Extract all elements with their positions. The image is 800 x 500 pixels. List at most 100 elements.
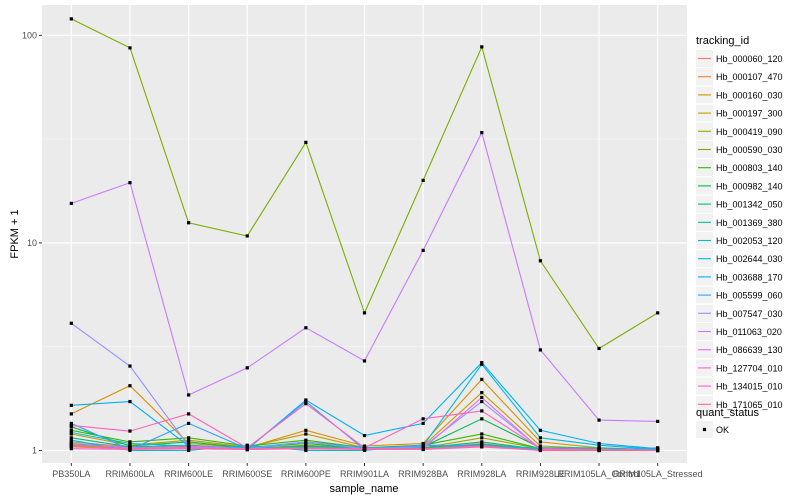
data-point xyxy=(304,402,308,406)
legend-label: Hb_000419_090 xyxy=(716,127,783,137)
data-point xyxy=(538,440,543,444)
x-tick-label: RRIM600LE xyxy=(164,469,213,479)
data-point xyxy=(480,409,484,413)
data-point xyxy=(304,326,308,330)
data-point xyxy=(597,346,601,351)
data-point xyxy=(186,440,191,444)
data-point xyxy=(128,46,132,50)
data-point xyxy=(69,442,73,446)
data-point xyxy=(480,399,484,404)
data-point xyxy=(186,412,191,416)
legend-label: Hb_000982_140 xyxy=(716,181,783,191)
legend-label: Hb_001369_380 xyxy=(716,218,783,228)
legend-label: Hb_000160_030 xyxy=(716,90,783,100)
data-point xyxy=(538,348,543,352)
data-point xyxy=(245,446,249,450)
shape-legend-point xyxy=(702,427,707,432)
data-point xyxy=(304,428,308,432)
data-point xyxy=(128,399,132,404)
legend-label: Hb_134015_010 xyxy=(716,382,783,392)
data-point xyxy=(186,441,191,446)
y-tick-label: 10 xyxy=(27,238,37,248)
series-points xyxy=(69,17,660,453)
x-axis: PB350LA RRIM600LA RRIM600LE RRIM600SE RRIM60… xyxy=(52,463,702,479)
data-point xyxy=(538,447,543,451)
data-point xyxy=(69,438,73,442)
legend-label: Hb_001342_050 xyxy=(716,200,783,210)
legend-label: Hb_002644_030 xyxy=(716,254,783,264)
data-point xyxy=(480,444,484,448)
data-point xyxy=(597,446,601,450)
legend-label: Hb_086639_130 xyxy=(716,345,783,355)
data-point xyxy=(421,417,425,421)
legend-label: Hb_002053_120 xyxy=(716,236,783,246)
legend-label: Hb_005599_060 xyxy=(716,291,783,301)
data-point xyxy=(304,399,308,404)
x-tick-label: PB350LA xyxy=(52,469,90,479)
y-tick-label: 1 xyxy=(32,445,37,455)
data-point xyxy=(480,442,484,446)
y-tick-label: 100 xyxy=(22,30,37,40)
legend-label: Hb_171065_010 xyxy=(716,400,783,410)
data-point xyxy=(480,360,484,365)
data-point xyxy=(186,393,191,397)
data-point xyxy=(597,441,601,446)
data-point xyxy=(480,440,484,444)
data-point xyxy=(245,443,249,447)
legend: Hb_000060_120 Hb_000107_470 Hb_000160_030 H… xyxy=(696,50,783,413)
data-point xyxy=(480,377,484,381)
data-point xyxy=(69,440,73,444)
data-point xyxy=(128,181,132,185)
data-point xyxy=(69,447,73,451)
y-axis-title: FPKM + 1 xyxy=(9,209,21,258)
legend-label: Hb_127704_010 xyxy=(716,363,783,373)
data-point xyxy=(421,443,425,447)
data-point xyxy=(656,419,660,424)
data-point xyxy=(186,446,191,450)
data-point xyxy=(69,423,73,428)
data-point xyxy=(362,446,367,450)
y-axis: 1 10 100 xyxy=(22,30,42,455)
data-point xyxy=(128,429,132,433)
data-point xyxy=(597,418,601,422)
data-point xyxy=(480,390,484,395)
data-point xyxy=(128,441,132,446)
data-point xyxy=(186,421,191,425)
data-point xyxy=(362,447,367,452)
data-point xyxy=(186,438,191,442)
data-point xyxy=(245,366,249,370)
data-point xyxy=(362,433,367,438)
data-point xyxy=(538,448,543,453)
data-point xyxy=(656,448,660,453)
legend-label: Hb_000803_140 xyxy=(716,163,783,173)
x-tick-label: RRIM600PE xyxy=(281,469,331,479)
legend-label: Hb_000197_300 xyxy=(716,109,783,119)
data-point xyxy=(480,395,484,400)
legend-label: Hb_000590_030 xyxy=(716,145,783,155)
data-point xyxy=(421,178,425,183)
data-point xyxy=(69,428,73,432)
data-point xyxy=(304,448,308,453)
data-point xyxy=(538,428,543,432)
data-point xyxy=(597,448,601,453)
data-point xyxy=(245,447,249,452)
data-point xyxy=(656,446,660,450)
data-point xyxy=(304,446,308,450)
data-point xyxy=(362,359,367,363)
data-point xyxy=(304,441,308,446)
data-point xyxy=(69,17,73,21)
data-point xyxy=(69,201,73,205)
data-point xyxy=(128,447,132,451)
data-point xyxy=(538,436,543,440)
x-tick-label: RRIM105LA_Stressed xyxy=(613,469,703,479)
data-point xyxy=(69,436,73,440)
x-tick-label: RRIM600LA xyxy=(105,469,154,479)
shape-legend-label: OK xyxy=(716,425,729,435)
data-point xyxy=(304,438,308,442)
data-point xyxy=(656,311,660,315)
data-point xyxy=(186,448,191,453)
x-tick-label: RRIM928LA xyxy=(457,469,506,479)
data-point xyxy=(128,440,132,444)
data-point xyxy=(69,412,73,416)
data-point xyxy=(128,364,132,368)
